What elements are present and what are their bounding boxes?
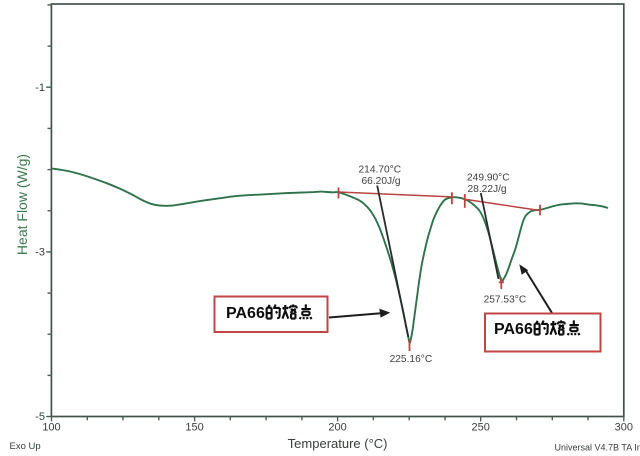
svg-text:200: 200 bbox=[328, 422, 346, 434]
svg-text:249.90°C: 249.90°C bbox=[467, 173, 510, 184]
svg-text:PA66: PA66 bbox=[226, 305, 265, 322]
svg-text:100: 100 bbox=[42, 422, 60, 434]
svg-text:250: 250 bbox=[472, 422, 490, 434]
svg-text:214.70°C: 214.70°C bbox=[359, 164, 402, 175]
svg-text:-3: -3 bbox=[35, 247, 45, 259]
svg-text:Exo Up: Exo Up bbox=[10, 441, 41, 452]
svg-text:257.53°C: 257.53°C bbox=[484, 294, 527, 305]
svg-text:Heat Flow (W/g): Heat Flow (W/g) bbox=[14, 154, 30, 255]
svg-text:28.22J/g: 28.22J/g bbox=[468, 184, 507, 195]
svg-text:PA66: PA66 bbox=[494, 321, 533, 338]
svg-text:-5: -5 bbox=[35, 411, 45, 423]
svg-text:-1: -1 bbox=[35, 82, 45, 94]
svg-text:225.16°C: 225.16°C bbox=[390, 354, 433, 365]
svg-text:66.20J/g: 66.20J/g bbox=[362, 176, 401, 187]
svg-text:150: 150 bbox=[185, 422, 203, 434]
svg-text:300: 300 bbox=[615, 422, 633, 434]
svg-text:Temperature (°C): Temperature (°C) bbox=[288, 436, 388, 451]
svg-text:Universal V4.7B TA Instruments: Universal V4.7B TA Instruments bbox=[555, 442, 640, 452]
